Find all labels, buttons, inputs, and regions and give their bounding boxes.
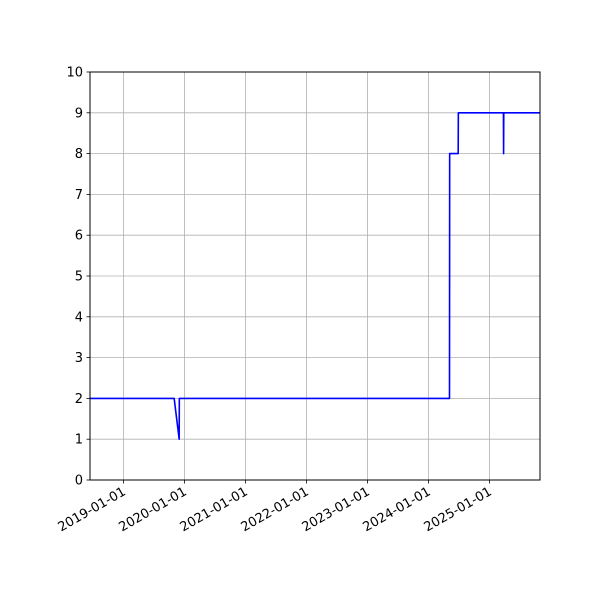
x-tick-label: 2023-01-01 (300, 484, 373, 535)
y-tick-label: 0 (75, 474, 83, 489)
x-tick-label: 2024-01-01 (361, 484, 434, 535)
x-tick-label: 2020-01-01 (117, 484, 190, 535)
y-tick-label: 5 (75, 270, 83, 285)
y-tick-label: 10 (66, 66, 83, 81)
y-tick-label: 9 (75, 106, 83, 121)
x-tick-label: 2021-01-01 (178, 484, 251, 535)
grid-lines (90, 72, 540, 480)
y-tick-label: 7 (75, 188, 83, 203)
x-axis: 2019-01-012020-01-012021-01-012022-01-01… (56, 480, 495, 535)
y-tick-label: 2 (75, 392, 83, 407)
x-tick-label: 2022-01-01 (239, 484, 312, 535)
y-tick-label: 6 (75, 229, 83, 244)
y-tick-label: 3 (75, 351, 83, 366)
x-tick-label: 2025-01-01 (422, 484, 495, 535)
x-tick-label: 2019-01-01 (56, 484, 129, 535)
y-tick-label: 1 (75, 433, 83, 448)
y-axis: 0 1 2 3 4 5 6 7 8 9 10 (66, 66, 90, 489)
series-line (90, 112, 540, 441)
y-tick-label: 8 (75, 147, 83, 162)
y-tick-label: 4 (75, 310, 83, 325)
plot-area (90, 112, 540, 441)
